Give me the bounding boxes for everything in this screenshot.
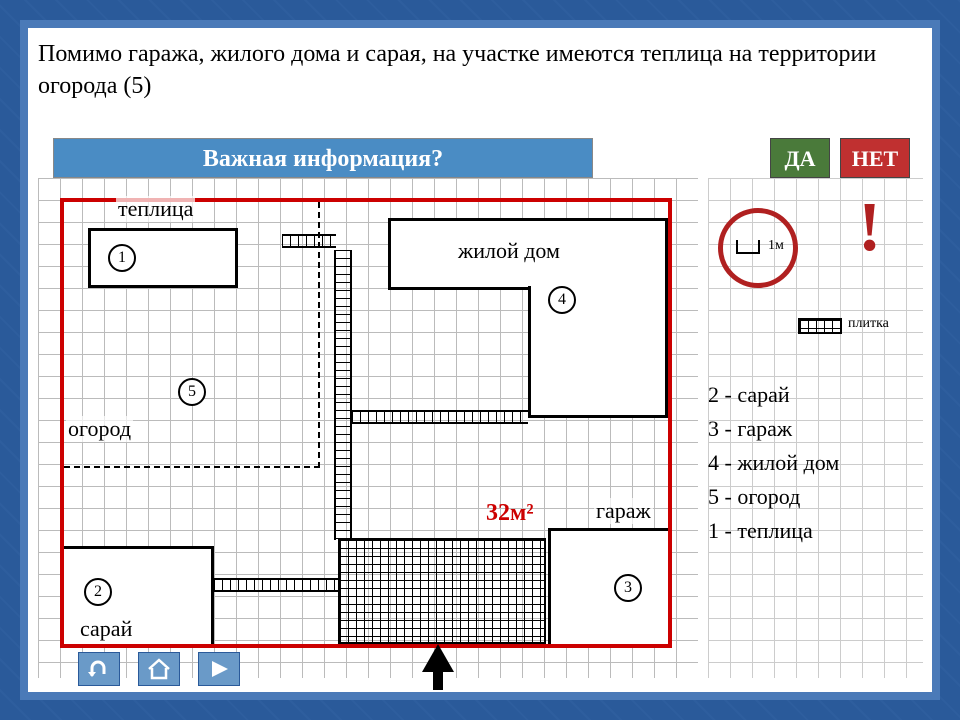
yes-button[interactable]: ДА [770,138,830,178]
legend-item: 3 - гараж [708,412,839,446]
paved-area [338,538,546,644]
no-button[interactable]: НЕТ [840,138,910,178]
nav-back-button[interactable] [78,652,120,686]
u-turn-icon [86,658,112,680]
label-zhiloi-dom: жилой дом [456,238,562,264]
label-ogorod: огород [66,416,133,442]
legend-item: 4 - жилой дом [708,446,839,480]
nav-next-button[interactable] [198,652,240,686]
plan-diagram: 1 теплица 4 жилой дом 5 огород 2 сарай 3… [38,178,698,678]
legend-item: 1 - теплица [708,514,839,548]
marker-5: 5 [178,378,206,406]
info-banner: Важная информация? [53,138,593,178]
question-text: Помимо гаража, жилого дома и сарая, на у… [38,38,922,103]
label-teplitsa: теплица [116,196,195,222]
entrance-arrow-head [422,644,454,672]
scale-mark: 1м [736,236,784,254]
garazh-building [548,528,668,644]
right-panel: 1м ! плитка 2 - сарай 3 - гараж 4 - жило… [708,178,923,678]
marker-3: 3 [614,574,642,602]
zhiloi-dom-edge [388,287,531,290]
nav-buttons [78,652,240,686]
marker-4: 4 [548,286,576,314]
path-vertical [334,250,352,540]
marker-1: 1 [108,244,136,272]
entrance-arrow-stem [433,670,443,690]
path-top-horizontal [282,234,336,248]
path-mid-horizontal [352,410,528,424]
area-label: 32м² [486,500,534,527]
content-frame: Помимо гаража, жилого дома и сарая, на у… [20,20,940,700]
exclamation-icon: ! [858,188,881,268]
path-from-sarai [214,578,340,592]
legend-item: 2 - сарай [708,378,839,412]
legend-list: 2 - сарай 3 - гараж 4 - жилой дом 5 - ог… [708,378,839,548]
home-icon [146,658,172,680]
tile-legend-swatch [798,318,842,334]
legend-item: 5 - огород [708,480,839,514]
scale-unit-label: 1м [768,238,784,253]
nav-home-button[interactable] [138,652,180,686]
label-sarai: сарай [78,616,134,642]
label-garazh: гараж [594,498,653,524]
tile-legend-label: плитка [848,316,889,332]
marker-2: 2 [84,578,112,606]
play-icon [206,658,232,680]
